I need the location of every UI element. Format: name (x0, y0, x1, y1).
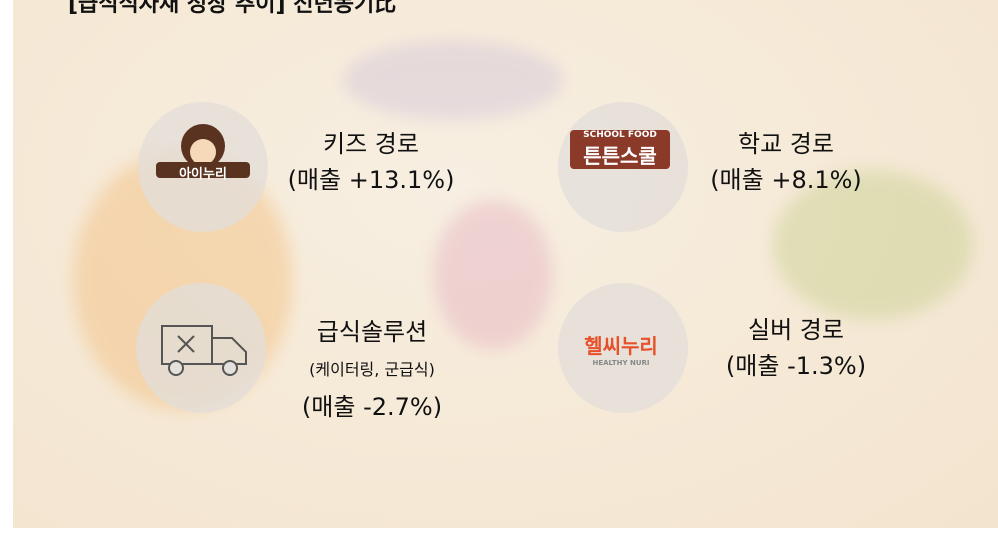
segment-sales: (매출 +8.1%) (710, 166, 862, 194)
logo-icon (156, 124, 250, 178)
logo-sub: HEALTHY NURI (592, 359, 650, 367)
logo-text: 아이누리 (179, 167, 227, 182)
background (13, 0, 998, 528)
logo-circle (558, 283, 688, 413)
segment-label: 키즈 경로 (323, 130, 419, 158)
logo-kids: 아이누리 (156, 118, 250, 182)
logo-text: 튼튼스쿨 (583, 144, 657, 168)
segment-label: 급식솔루션 (316, 318, 428, 346)
title: [급식식자재 성장 추이] 전년동기比 (68, 0, 397, 17)
segment-sales: (매출 +13.1%) (287, 166, 455, 194)
logo-circle (136, 283, 266, 413)
logo-text: 헬씨누리 (584, 334, 658, 358)
segment-sales: (매출 -1.3%) (725, 352, 867, 380)
truck-icon (161, 325, 247, 376)
segment-label: 학교 경로 (738, 130, 834, 158)
segment-label: 실버 경로 (748, 316, 844, 344)
bg-cookies (343, 40, 563, 120)
logo-school: SCHOOL FOOD 튼튼스쿨 (570, 130, 670, 169)
logo-healthy: 헬씨누리 HEALTHY NURI (566, 330, 676, 367)
bg-grape (773, 170, 973, 320)
segment-note: (케이터링, 군급식) (309, 360, 435, 379)
segment-sales: (매출 -2.7%) (301, 393, 443, 421)
bg-pouch (433, 200, 553, 350)
logo-sub: SCHOOL FOOD (583, 130, 657, 140)
